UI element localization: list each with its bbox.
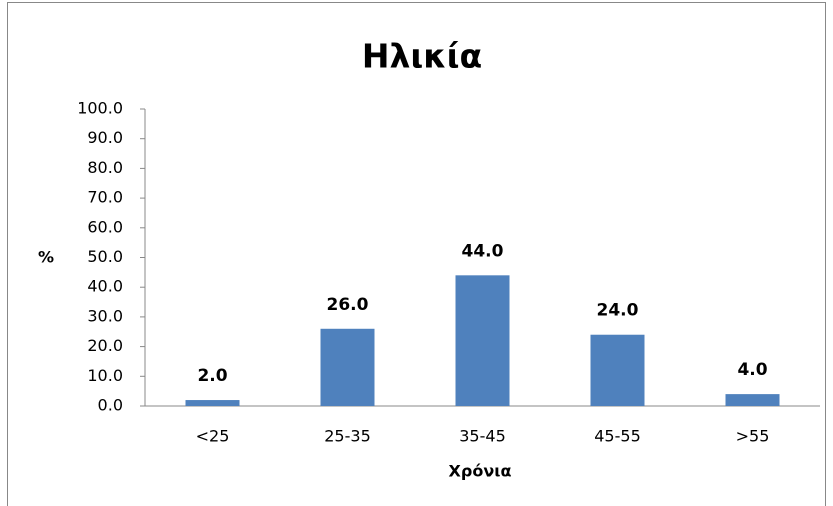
- y-tick-label: 10.0: [87, 366, 123, 385]
- value-label: 4.0: [737, 360, 767, 380]
- bar: [725, 394, 780, 406]
- x-tick-label: 45-55: [594, 427, 641, 446]
- x-tick-label: 25-35: [324, 427, 371, 446]
- value-label: 44.0: [462, 241, 504, 261]
- x-tick-label: >55: [736, 427, 770, 446]
- y-tick-label: 60.0: [87, 217, 123, 236]
- value-label: 24.0: [597, 301, 639, 321]
- value-label: 2.0: [197, 366, 227, 386]
- y-tick-label: 100.0: [77, 99, 123, 118]
- bar: [185, 400, 240, 406]
- y-tick-label: 90.0: [87, 128, 123, 147]
- y-tick-label: 70.0: [87, 188, 123, 207]
- chart-title: Ηλικία: [362, 37, 482, 76]
- bar: [455, 275, 510, 406]
- y-tick-label: 50.0: [87, 247, 123, 266]
- bar: [320, 328, 375, 406]
- y-tick-label: 20.0: [87, 336, 123, 355]
- y-tick-label: 80.0: [87, 158, 123, 177]
- x-tick-label: <25: [196, 427, 230, 446]
- y-axis-label: %: [38, 248, 54, 267]
- y-tick-label: 30.0: [87, 306, 123, 325]
- bar: [590, 334, 645, 406]
- y-tick-label: 40.0: [87, 277, 123, 296]
- value-label: 26.0: [327, 295, 369, 315]
- x-tick-label: 35-45: [459, 427, 506, 446]
- y-tick-label: 0.0: [98, 396, 123, 415]
- x-axis-label: Χρόνια: [449, 462, 512, 481]
- chart-frame: [7, 2, 826, 506]
